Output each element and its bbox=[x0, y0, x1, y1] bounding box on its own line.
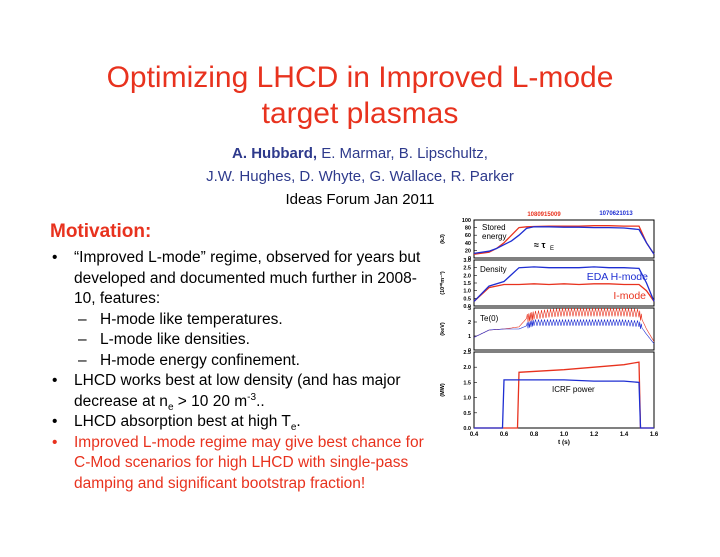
bullet-text: .. bbox=[256, 392, 265, 410]
y-tick-label: 80 bbox=[465, 226, 471, 232]
annotation-energy: energy bbox=[482, 232, 506, 241]
panel-frame bbox=[473, 307, 655, 351]
x-tick-label: 1.2 bbox=[590, 432, 599, 438]
dash-glyph: – bbox=[78, 351, 87, 369]
series-line-1080915009 bbox=[473, 225, 655, 255]
bullet-item: • “Improved L-mode” regime, observed for … bbox=[48, 248, 433, 310]
x-tick-label: 0.8 bbox=[530, 432, 539, 438]
bullet-glyph: • bbox=[52, 413, 58, 430]
y-tick-label: 1.5 bbox=[463, 281, 471, 287]
y-unit-label: (kJ) bbox=[440, 234, 446, 244]
sub-bullet-item: – H-mode energy confinement. bbox=[48, 351, 433, 372]
y-tick-label: 20 bbox=[465, 248, 471, 254]
y-tick-label: 60 bbox=[465, 233, 471, 239]
shot-label: 1080915009 bbox=[527, 212, 561, 218]
series-line-1070621013 bbox=[473, 319, 655, 344]
annotation-te: Te(0) bbox=[480, 314, 499, 323]
y-unit-label: (keV) bbox=[440, 322, 446, 336]
x-tick-label: 1.6 bbox=[650, 432, 659, 438]
y-tick-label: 2.0 bbox=[463, 365, 471, 371]
sub-bullet-text: H-mode energy confinement. bbox=[100, 351, 300, 369]
bullet-item: • Improved L-mode regime may give best ch… bbox=[48, 433, 433, 495]
y-unit-label: (10²⁰m⁻³) bbox=[439, 271, 446, 295]
y-tick-label: 2.0 bbox=[463, 273, 471, 279]
dash-glyph: – bbox=[78, 331, 87, 348]
y-tick-label: 2.5 bbox=[463, 266, 471, 272]
y-tick-label: 40 bbox=[465, 241, 471, 247]
bullet-glyph: • bbox=[52, 249, 58, 266]
x-axis-label: t (s) bbox=[558, 439, 570, 446]
y-tick-label: 3.0 bbox=[463, 258, 471, 264]
x-tick-label: 1.4 bbox=[620, 432, 629, 438]
motivation-bullets: • “Improved L-mode” regime, observed for … bbox=[48, 248, 433, 494]
series-line-1070621013 bbox=[473, 266, 655, 302]
y-tick-label: 0 bbox=[468, 256, 471, 262]
bullet-text: . bbox=[296, 413, 301, 430]
y-tick-label: 1 bbox=[468, 334, 471, 340]
x-tick-label: 0.4 bbox=[470, 432, 479, 438]
authors-line-1: A. Hubbard, E. Marmar, B. Lipschultz, bbox=[0, 142, 720, 165]
annotation-stored: Stored bbox=[482, 223, 506, 232]
coauthors-1: E. Marmar, B. Lipschultz, bbox=[317, 145, 488, 162]
shot-label: 1070621013 bbox=[599, 211, 633, 217]
subscript-e: e bbox=[167, 401, 174, 413]
annotation-eda-hmode: EDA H-mode bbox=[587, 271, 648, 283]
bullet-text: Improved L-mode regime may give best cha… bbox=[74, 433, 424, 492]
y-tick-label: 0.0 bbox=[463, 304, 471, 310]
bullet-text: LHCD absorption best at high T bbox=[74, 413, 291, 430]
series-line-1080915009 bbox=[473, 283, 655, 302]
y-tick-label: 3 bbox=[468, 306, 471, 312]
y-tick-label: 0.5 bbox=[463, 411, 471, 417]
authors-line-2: J.W. Hughes, D. Whyte, G. Wallace, R. Pa… bbox=[206, 168, 514, 185]
subscript-e: e bbox=[290, 422, 297, 434]
plasma-timetrace-chart: 1080915009 1070621013100806040200(kJ)3.02… bbox=[439, 211, 659, 446]
superscript: -3 bbox=[247, 391, 257, 403]
annotation-density: Density bbox=[480, 265, 507, 274]
annotation-icrf: ICRF power bbox=[552, 385, 595, 394]
bullet-glyph: • bbox=[52, 372, 58, 389]
title-line-1: Optimizing LHCD in Improved L-mode bbox=[106, 61, 614, 94]
dash-glyph: – bbox=[78, 310, 87, 328]
series-line-1080915009 bbox=[474, 361, 654, 429]
y-tick-label: 2 bbox=[468, 320, 471, 326]
bullet-item: • LHCD works best at low density (and has… bbox=[48, 371, 433, 412]
series-line-1080915009 bbox=[473, 307, 655, 342]
panel-frame bbox=[473, 351, 655, 429]
motivation-heading: Motivation: bbox=[50, 221, 152, 242]
forum-line: Ideas Forum Jan 2011 bbox=[285, 191, 435, 208]
series-line-1070621013 bbox=[473, 226, 655, 255]
y-tick-label: 2.5 bbox=[463, 350, 471, 356]
y-tick-label: 100 bbox=[462, 218, 471, 224]
sub-bullet-text: H-mode like temperatures. bbox=[100, 310, 283, 328]
sub-bullet-item: – L-mode like densities. bbox=[48, 330, 433, 351]
bullet-text: LHCD works best at low density (and has … bbox=[74, 372, 401, 410]
bullet-text: “Improved L-mode” regime, observed for y… bbox=[74, 249, 421, 307]
bullet-glyph: • bbox=[52, 433, 58, 451]
title-line-2: target plasmas bbox=[261, 97, 459, 130]
sub-bullet-text: L-mode like densities. bbox=[100, 331, 250, 348]
bullet-text: > 10 20 m bbox=[173, 392, 248, 410]
y-unit-label: (MW) bbox=[440, 383, 446, 397]
y-tick-label: 1.0 bbox=[463, 396, 471, 402]
lead-author: A. Hubbard, bbox=[232, 145, 318, 162]
series-line-1070621013 bbox=[474, 379, 654, 429]
sub-bullet-item: – H-mode like temperatures. bbox=[48, 310, 433, 331]
y-tick-label: 1.0 bbox=[463, 289, 471, 295]
annotation-tau: ≈ τ bbox=[534, 240, 545, 250]
y-tick-label: 0.5 bbox=[463, 296, 471, 302]
author-block: A. Hubbard, E. Marmar, B. Lipschultz, J.… bbox=[0, 142, 720, 211]
x-tick-label: 0.6 bbox=[500, 432, 509, 438]
panel-frame bbox=[473, 219, 655, 259]
y-tick-label: 0 bbox=[468, 348, 471, 354]
y-tick-label: 0.0 bbox=[463, 426, 471, 432]
y-tick-label: 1.5 bbox=[463, 380, 471, 386]
annotation-tau-sub: E bbox=[550, 246, 554, 252]
x-tick-label: 1.0 bbox=[560, 432, 569, 438]
slide-title: Optimizing LHCD in Improved L-mode targe… bbox=[0, 60, 720, 132]
bullet-item: • LHCD absorption best at high Te. bbox=[48, 412, 433, 433]
annotation-imode: I-mode bbox=[613, 290, 646, 302]
